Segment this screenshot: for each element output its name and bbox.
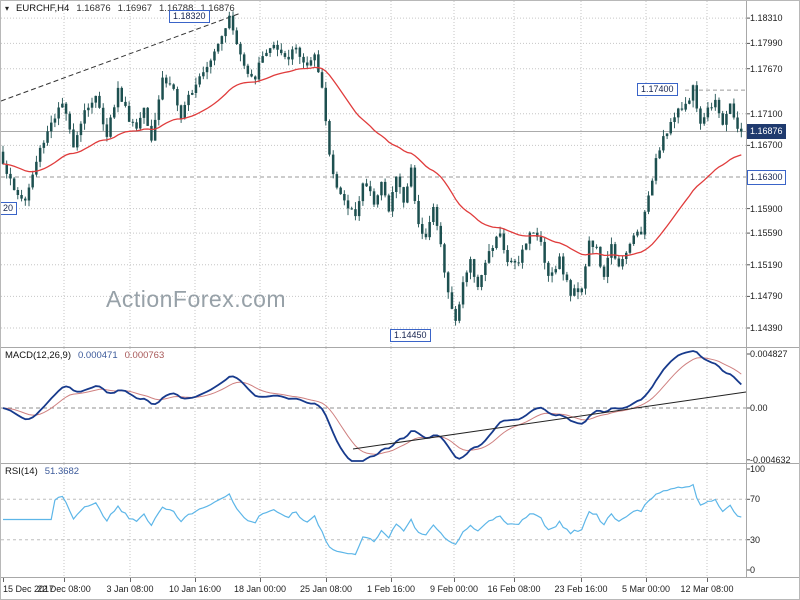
macd-canvas[interactable] — [1, 348, 800, 464]
rsi-header: RSI(14) 51.3682 — [5, 466, 79, 477]
candlesticks — [1, 11, 743, 326]
price-trendline — [1, 12, 242, 102]
rsi-value: 51.3682 — [44, 466, 80, 477]
time-axis-label: 5 Mar 00:00 — [621, 584, 671, 594]
macd-panel[interactable]: MACD(12,26,9) 0.000471 0.000763 0.004827… — [1, 347, 800, 465]
price-tick-label: 1.14390 — [750, 323, 783, 333]
high-value: 1.16967 — [117, 3, 153, 14]
macd-main-line — [2, 350, 742, 462]
price-tick-label: 1.18310 — [750, 13, 783, 23]
price-tick-label: 1.15900 — [750, 204, 783, 214]
time-axis-tick — [391, 578, 392, 582]
watermark: ActionForex.com — [106, 286, 287, 312]
rsi-canvas[interactable] — [1, 464, 800, 578]
macd-axis-label: -0.004632 — [750, 455, 791, 465]
time-axis-tick — [326, 578, 327, 582]
time-axis-label: 22 Dec 08:00 — [37, 584, 91, 594]
close-value: 1.16876 — [200, 3, 235, 14]
time-axis-label: 25 Jan 08:00 — [299, 584, 353, 594]
support-price-box-1-16300: 1.16300 — [747, 170, 786, 185]
price-chart-canvas[interactable] — [1, 1, 800, 347]
price-axis-separator — [746, 1, 747, 578]
macd-signal-value: 0.000763 — [124, 350, 165, 361]
time-axis-tick — [454, 578, 455, 582]
time-axis-tick — [707, 578, 708, 582]
time-axis-tick — [646, 578, 647, 582]
time-axis-label: 18 Jan 00:00 — [233, 584, 287, 594]
open-value: 1.16876 — [76, 3, 111, 14]
support-label-1-14450: 1.14450 — [390, 329, 431, 342]
price-tick-label: 1.17100 — [750, 109, 783, 119]
price-panel[interactable]: ▾ EURCHF,H4 1.16876 1.16967 1.16788 1.16… — [1, 1, 800, 347]
grid-lines — [63, 464, 708, 578]
time-axis-tick — [64, 578, 65, 582]
rsi-axis-label: 30 — [750, 535, 761, 545]
rsi-guide-lines — [1, 498, 746, 541]
moving-average-line — [2, 66, 742, 257]
macd-trendline — [352, 391, 747, 450]
time-axis-tick — [195, 578, 196, 582]
time-axis-tick — [260, 578, 261, 582]
macd-axis-label: 0.004827 — [750, 349, 788, 359]
symbol-timeframe-label: EURCHF,H4 — [16, 3, 70, 14]
rsi-panel[interactable]: RSI(14) 51.3682 100 70 30 0 — [1, 463, 800, 578]
time-axis-label: 23 Feb 16:00 — [554, 584, 608, 594]
low-value: 1.16788 — [159, 3, 194, 14]
time-axis-label: 16 Feb 08:00 — [487, 584, 541, 594]
price-tick-label: 1.16700 — [750, 140, 783, 150]
time-axis-tick — [130, 578, 131, 582]
price-tick-label: 1.15190 — [750, 260, 783, 270]
time-axis-label: 10 Jan 16:00 — [168, 584, 222, 594]
time-axis-label: 9 Feb 00:00 — [429, 584, 479, 594]
time-axis-label: 12 Mar 08:00 — [680, 584, 734, 594]
time-axis-label: 1 Feb 16:00 — [366, 584, 416, 594]
time-axis-label: 15 Dec 2017 — [3, 584, 55, 594]
chart-header: ▾ EURCHF,H4 1.16876 1.16967 1.16788 1.16… — [5, 3, 235, 14]
macd-header: MACD(12,26,9) 0.000471 0.000763 — [5, 350, 164, 361]
partial-level-label-20: 20 — [1, 202, 18, 215]
time-axis-tick — [3, 578, 4, 582]
price-tick-label: 1.15590 — [750, 228, 783, 238]
rsi-axis-label: 100 — [750, 464, 766, 474]
time-axis[interactable]: 15 Dec 2017 22 Dec 08:00 3 Jan 08:00 10 Jan… — [1, 577, 799, 599]
price-tick-label: 1.14790 — [750, 291, 783, 301]
grid-lines — [1, 1, 746, 347]
macd-axis-label: 0.00 — [750, 403, 768, 413]
rsi-axis-label: 0 — [750, 565, 756, 575]
chart-icon: ▾ — [5, 4, 10, 13]
current-price-box: 1.16876 — [747, 124, 786, 139]
rsi-label: RSI(14) — [5, 466, 38, 477]
time-axis-label: 3 Jan 08:00 — [106, 584, 154, 594]
time-axis-tick — [581, 578, 582, 582]
price-tick-label: 1.17670 — [750, 64, 783, 74]
rsi-axis-label: 70 — [750, 494, 761, 504]
grid-lines — [63, 348, 708, 464]
price-tick-label: 1.17990 — [750, 38, 783, 48]
rsi-line — [3, 483, 742, 556]
resistance-label-1-18320: 1.18320 — [169, 10, 210, 23]
resistance-label-1-17400: 1.17400 — [637, 83, 678, 96]
level-lines — [1, 89, 746, 178]
time-axis-tick — [514, 578, 515, 582]
macd-label: MACD(12,26,9) — [5, 350, 71, 361]
macd-main-value: 0.000471 — [78, 350, 118, 361]
